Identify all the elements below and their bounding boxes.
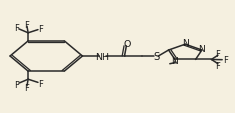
Text: F: F <box>15 80 19 89</box>
Text: F: F <box>15 24 19 33</box>
Text: F: F <box>24 21 29 30</box>
Text: NH: NH <box>95 52 109 61</box>
Text: N: N <box>172 56 178 65</box>
Text: F: F <box>215 61 220 70</box>
Text: F: F <box>223 56 228 65</box>
Text: F: F <box>38 79 43 88</box>
Text: F: F <box>24 83 29 92</box>
Text: F: F <box>38 25 43 34</box>
Text: F: F <box>215 49 220 58</box>
Text: S: S <box>153 52 159 61</box>
Text: O: O <box>123 40 130 48</box>
Text: N: N <box>199 45 205 54</box>
Text: N: N <box>182 39 189 48</box>
